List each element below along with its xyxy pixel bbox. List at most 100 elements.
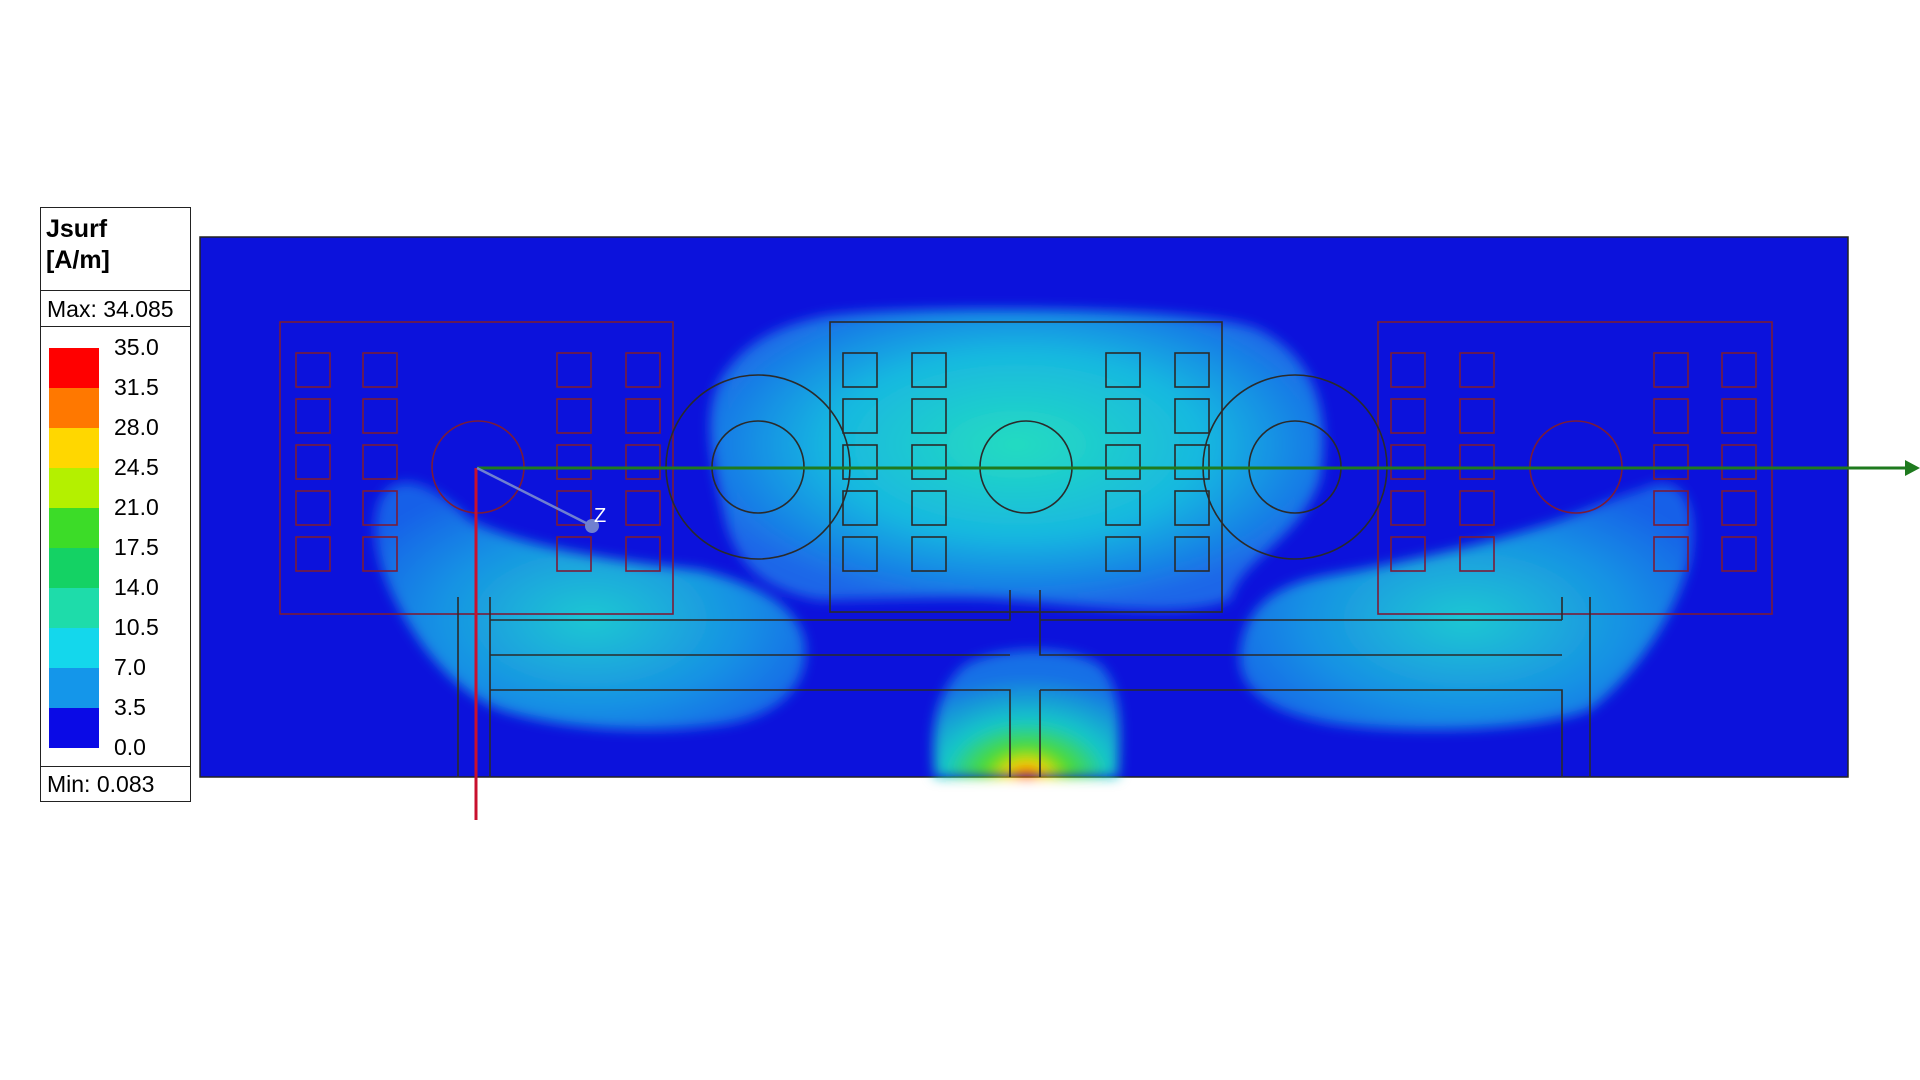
legend-tick-label: 21.0	[114, 494, 159, 520]
legend-title-quantity: Jsurf	[46, 215, 108, 243]
legend-color-swatch	[49, 708, 99, 748]
center-patch-slot	[1174, 536, 1210, 572]
left-patch-slot	[295, 352, 331, 388]
left-patch-slot	[556, 398, 592, 434]
center-patch-slot	[911, 490, 947, 526]
legend-tick-label: 0.0	[114, 734, 146, 760]
center-patch-slot	[842, 352, 878, 388]
feed-current-region	[933, 650, 1120, 777]
center-patch-slot	[1174, 490, 1210, 526]
left-patch-slot	[362, 398, 398, 434]
legend-min-value: Min: 0.083	[47, 771, 155, 797]
left-patch-slot	[362, 490, 398, 526]
center-patch-slot	[842, 536, 878, 572]
z-axis-tip	[585, 519, 599, 533]
left-patch-slot	[556, 536, 592, 572]
legend-divider	[41, 766, 190, 767]
left-patch-slot	[625, 536, 661, 572]
left-patch-slot	[295, 490, 331, 526]
legend-tick-label: 3.5	[114, 694, 146, 720]
right-patch-slot	[1390, 352, 1426, 388]
z-axis	[476, 466, 593, 528]
slot-grid	[295, 352, 1757, 572]
right-patch-slot	[1390, 398, 1426, 434]
center-patch-slot	[1174, 352, 1210, 388]
center-current-region	[710, 308, 1324, 611]
center-patch-slot	[1174, 444, 1210, 480]
left-patch-slot	[625, 398, 661, 434]
center-patch-slot	[911, 352, 947, 388]
center-patch-slot	[842, 490, 878, 526]
center-patch-slot	[842, 398, 878, 434]
center-patch-slot	[1174, 398, 1210, 434]
right-patch-slot	[1653, 536, 1689, 572]
left-patch-slot	[556, 444, 592, 480]
right-patch-slot	[1390, 536, 1426, 572]
right-current-region	[1239, 483, 1693, 730]
right-patch-slot	[1653, 352, 1689, 388]
right-patch-slot	[1653, 444, 1689, 480]
legend-tick-label: 31.5	[114, 374, 159, 400]
center-patch-slot	[1105, 352, 1141, 388]
left-patch-slot	[295, 398, 331, 434]
right-patch-slot	[1653, 490, 1689, 526]
left-patch-slot	[625, 490, 661, 526]
center-patch-slot	[842, 444, 878, 480]
left-patch-slot	[362, 536, 398, 572]
legend-tick-label: 28.0	[114, 414, 159, 440]
legend-color-swatch	[49, 468, 99, 508]
legend-color-swatch	[49, 588, 99, 628]
left-patch-slot	[625, 444, 661, 480]
legend-tick-label: 24.5	[114, 454, 159, 480]
right-patch-slot	[1721, 536, 1757, 572]
center-patch-slot	[1105, 490, 1141, 526]
right-patch-slot	[1459, 352, 1495, 388]
coordinate-axes: Z	[474, 460, 1920, 820]
right-patch-slot	[1390, 490, 1426, 526]
legend-tick-label: 35.0	[114, 334, 159, 360]
right-patch-slot	[1390, 444, 1426, 480]
right-patch-slot	[1459, 398, 1495, 434]
color-legend: Jsurf [A/m] Max: 34.085 35.0 31.5 28.0 24.5…	[40, 207, 191, 802]
legend-color-swatch	[49, 628, 99, 668]
legend-tick-label: 17.5	[114, 534, 159, 560]
right-patch-slot	[1459, 444, 1495, 480]
left-patch-slot	[362, 444, 398, 480]
right-patch-slot	[1721, 490, 1757, 526]
legend-color-swatch	[49, 388, 99, 428]
right-patch-slot	[1721, 398, 1757, 434]
legend-color-swatch	[49, 548, 99, 588]
left-patch-slot	[295, 536, 331, 572]
legend-max-value: Max: 34.085	[47, 296, 174, 322]
feed-network-outline	[457, 590, 1591, 777]
x-axis-arrow	[1905, 460, 1920, 476]
legend-divider	[41, 290, 190, 291]
legend-divider	[41, 326, 190, 327]
center-patch-slot	[911, 398, 947, 434]
legend-color-swatch	[49, 668, 99, 708]
right-patch-slot	[1459, 536, 1495, 572]
legend-tick-label: 14.0	[114, 574, 159, 600]
legend-title: Jsurf [A/m]	[46, 214, 110, 276]
right-patch-slot	[1653, 398, 1689, 434]
center-patch-slot	[1105, 536, 1141, 572]
center-patch-slot	[911, 444, 947, 480]
legend-color-swatch	[49, 508, 99, 548]
center-patch-slot	[911, 536, 947, 572]
right-patch-slot	[1721, 444, 1757, 480]
left-current-region	[375, 482, 806, 730]
center-patch-slot	[1105, 398, 1141, 434]
right-patch-slot	[1459, 490, 1495, 526]
current-distribution	[375, 308, 1693, 777]
legend-tick-label: 7.0	[114, 654, 146, 680]
right-patch-slot	[1721, 352, 1757, 388]
legend-title-unit: [A/m]	[46, 246, 110, 274]
left-patch-slot	[362, 352, 398, 388]
z-axis-label: Z	[594, 505, 606, 527]
left-patch-slot	[625, 352, 661, 388]
legend-color-swatch	[49, 348, 99, 388]
center-patch-slot	[1105, 444, 1141, 480]
left-patch-slot	[295, 444, 331, 480]
legend-color-swatch	[49, 428, 99, 468]
